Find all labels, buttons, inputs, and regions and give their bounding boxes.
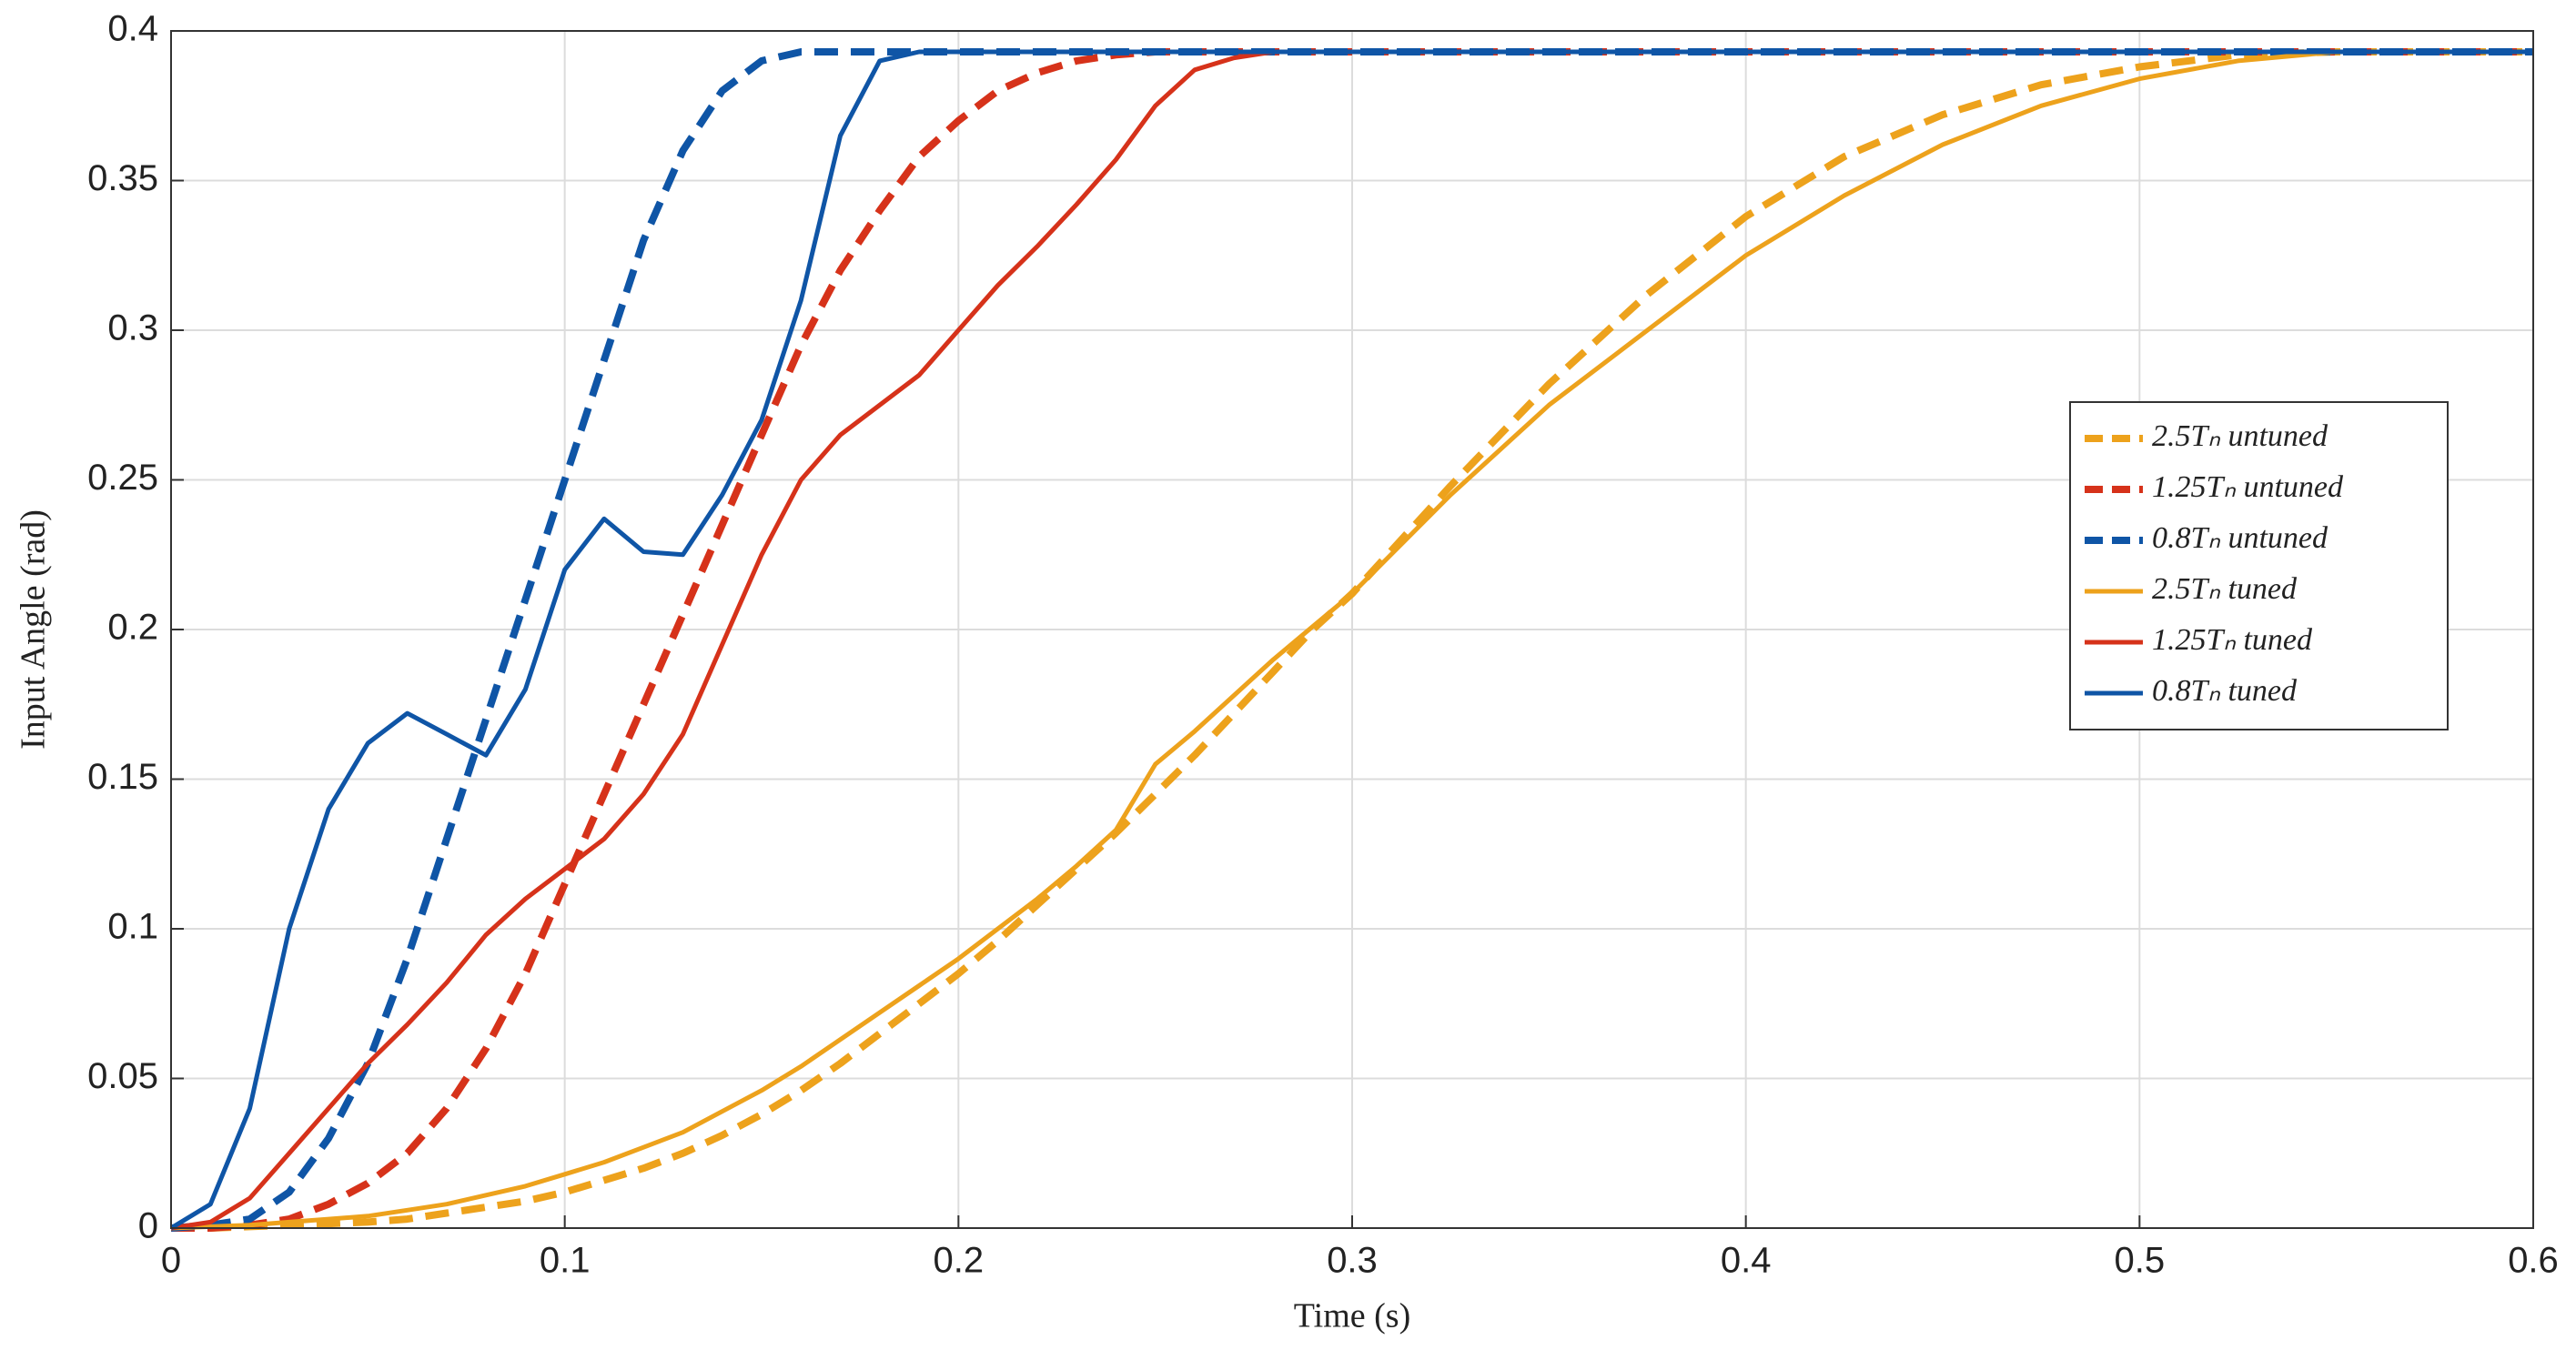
line-series [170,49,2533,1231]
legend-label: 0.8Tₙ tuned [2152,674,2298,708]
legend-label: 1.25Tₙ tuned [2152,623,2313,657]
x-tick-label: 0.2 [934,1241,985,1281]
y-tick-label: 0.3 [107,308,158,348]
line-series [171,48,2533,1232]
x-tick-label: 0.3 [1327,1241,1378,1281]
x-tick-label: 0.4 [1721,1241,1772,1281]
y-axis-label: Input Angle (rad) [15,509,53,750]
y-tick-label: 0.05 [87,1056,158,1096]
legend-label: 2.5Tₙ untuned [2152,419,2329,453]
x-tick-label: 0 [161,1241,181,1281]
x-tick-label: 0.5 [2115,1241,2166,1281]
legend-label: 0.8Tₙ untuned [2152,521,2329,555]
y-tick-label: 0.15 [87,757,158,797]
y-tick-label: 0.25 [87,458,158,498]
legend-label: 1.25Tₙ untuned [2152,470,2344,504]
y-tick-label: 0.2 [107,608,158,648]
x-tick-label: 0.6 [2508,1241,2559,1281]
line-series [169,49,2533,1231]
legend-label: 2.5Tₙ tuned [2152,572,2298,606]
y-tick-label: 0.35 [87,158,158,198]
y-tick-label: 0 [138,1206,158,1246]
x-axis-label: Time (s) [1294,1297,1410,1335]
plot-frame [170,30,2534,1229]
x-tick-label: 0.1 [540,1241,591,1281]
y-tick-label: 0.1 [107,907,158,947]
y-tick-label: 0.4 [107,9,158,49]
legend-box [2069,401,2449,730]
